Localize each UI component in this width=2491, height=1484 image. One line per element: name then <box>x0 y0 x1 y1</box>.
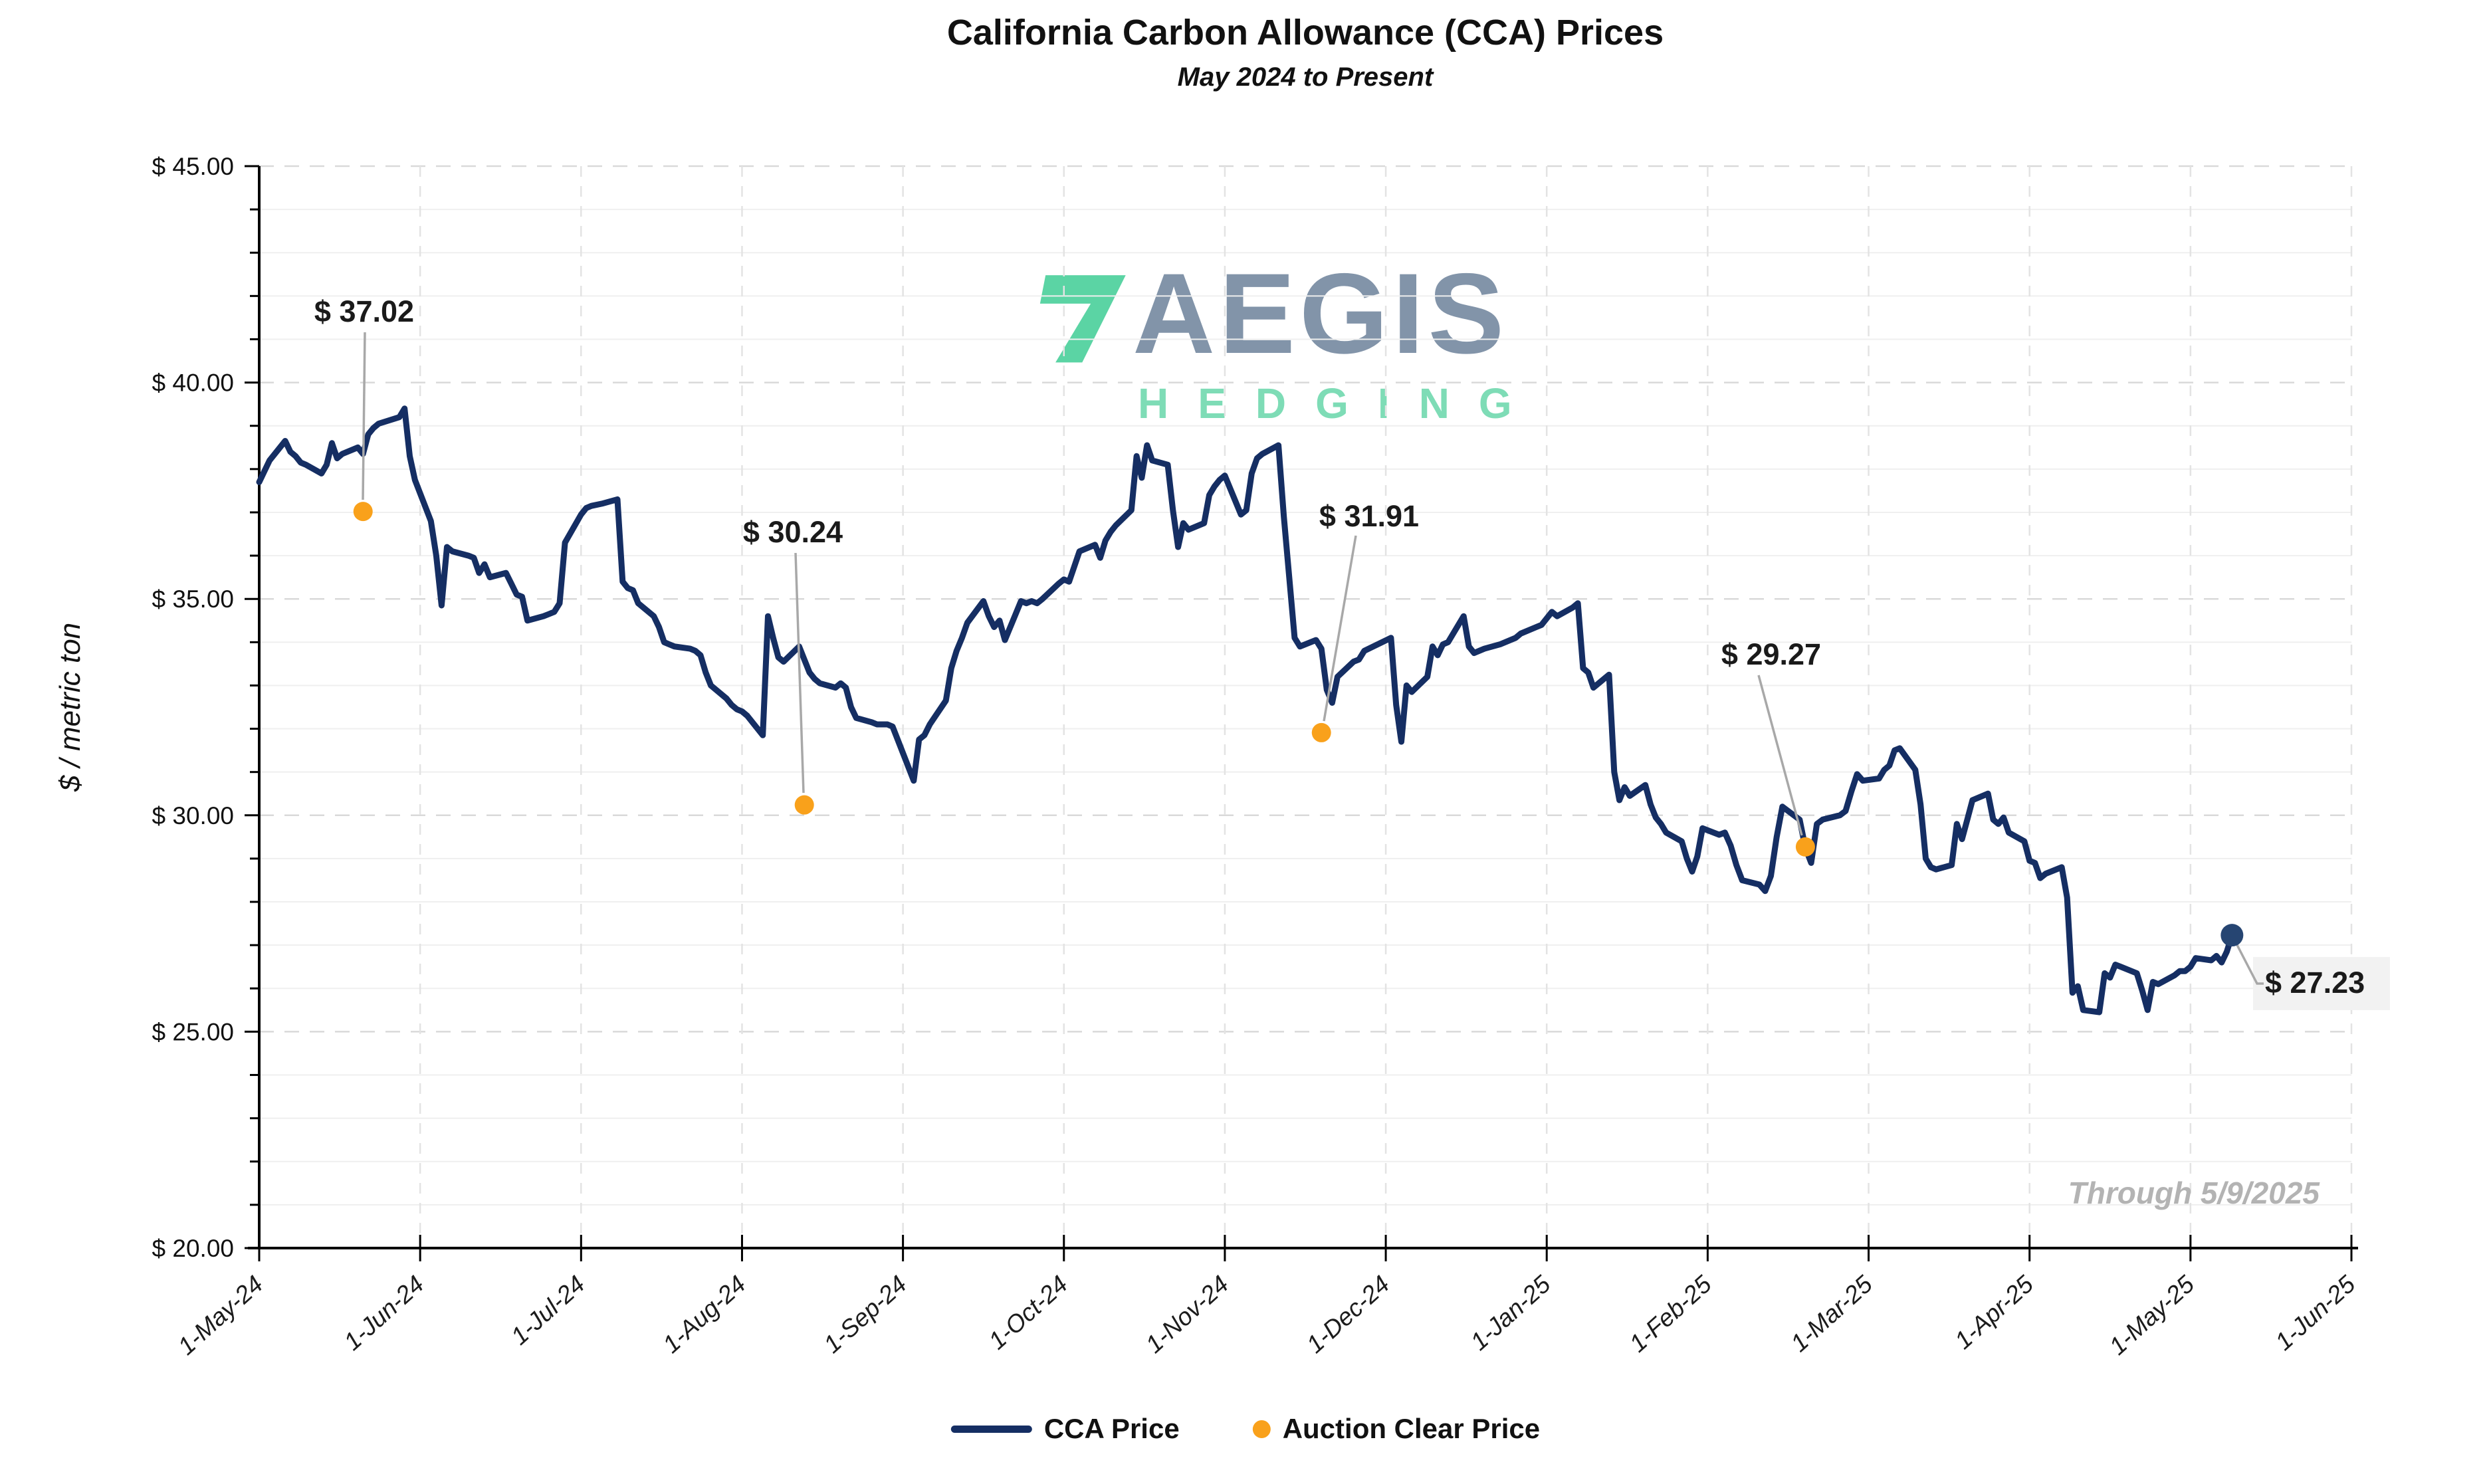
legend-item-auction-clear-price: Auction Clear Price <box>1252 1413 1541 1445</box>
y-axis-title: $ / metric ton <box>54 622 86 792</box>
annotation-leader-line <box>1757 675 1803 836</box>
legend-label: CCA Price <box>1043 1413 1180 1444</box>
auction-clear-price-point <box>1311 722 1331 742</box>
annotation-label: $ 29.27 <box>1721 637 1821 671</box>
title-block: California Carbon Allowance (CCA) Prices… <box>259 12 2351 92</box>
aegis-arrow-icon <box>1039 275 1126 363</box>
auction-clear-price-point <box>1795 837 1815 857</box>
x-tick-label: 1-Apr-25 <box>1949 1270 2038 1354</box>
y-tick-label: $ 30.00 <box>152 802 234 829</box>
cca-price-line-swatch <box>950 1425 1032 1433</box>
annotation-label: $ 30.24 <box>743 515 843 549</box>
x-tick-label: 1-Dec-24 <box>1301 1270 1395 1358</box>
x-tick-label: 1-Aug-24 <box>657 1270 751 1358</box>
annotation-label: $ 37.02 <box>314 294 414 328</box>
y-tick-label: $ 45.00 <box>152 153 234 180</box>
annotation-label: $ 27.23 <box>2265 966 2365 1000</box>
annotation-leader-line <box>794 552 805 794</box>
x-tick-label: 1-Jun-25 <box>2270 1270 2360 1355</box>
y-tick-label: $ 35.00 <box>152 585 234 613</box>
aegis-watermark: AEGIS HEDGING <box>1038 250 1563 453</box>
auction-clear-price-point <box>353 502 373 522</box>
watermark-sub-text: HEDGING <box>1138 379 1541 427</box>
x-tick-label: 1-May-24 <box>173 1270 269 1360</box>
y-tick-label: $ 20.00 <box>152 1235 234 1262</box>
through-date-note: Through 5/9/2025 <box>2068 1176 2320 1210</box>
chart-subtitle: May 2024 to Present <box>1177 62 1434 92</box>
legend-label: Auction Clear Price <box>1282 1413 1541 1444</box>
x-tick-label: 1-Jun-24 <box>339 1270 429 1355</box>
x-tick-label: 1-May-25 <box>2104 1270 2200 1360</box>
chart-title: California Carbon Allowance (CCA) Prices <box>946 13 1664 53</box>
legend-item-cca-price: CCA Price <box>950 1413 1180 1445</box>
x-tick-label: 1-Jan-25 <box>1465 1270 1556 1355</box>
annotation-label: $ 31.91 <box>1319 499 1419 533</box>
latest-price-point <box>2220 924 2244 947</box>
auction-clear-price-dot-swatch <box>1252 1420 1271 1438</box>
auction-clear-price-point <box>794 795 814 815</box>
x-tick-label: 1-Sep-24 <box>818 1270 912 1358</box>
x-tick-label: 1-Jul-24 <box>506 1270 590 1350</box>
annotation-leader-line <box>362 332 366 500</box>
annotation-label-bg <box>2253 957 2390 1010</box>
chart-legend: CCA Price Auction Clear Price <box>950 1413 1541 1445</box>
y-tick-label: $ 40.00 <box>152 370 234 397</box>
watermark-brand-text: AEGIS <box>1133 250 1509 377</box>
x-tick-label: 1-Oct-24 <box>984 1270 1073 1354</box>
annotation-leader-line <box>1323 535 1357 722</box>
x-tick-label: 1-Feb-25 <box>1624 1270 1717 1357</box>
x-tick-label: 1-Nov-24 <box>1140 1270 1234 1358</box>
y-tick-label: $ 25.00 <box>152 1018 234 1045</box>
x-tick-label: 1-Mar-25 <box>1785 1270 1878 1357</box>
cca-price-line <box>256 405 2235 1015</box>
annotation-leader-line <box>2236 944 2264 985</box>
